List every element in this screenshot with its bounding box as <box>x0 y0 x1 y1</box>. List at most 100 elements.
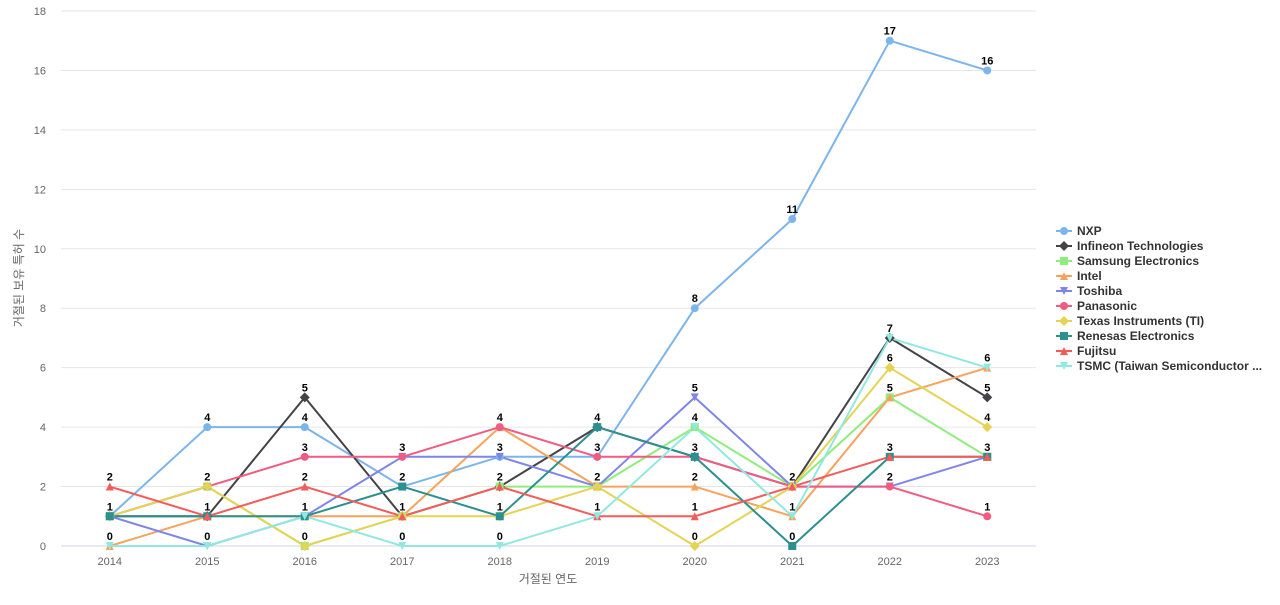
legend-item[interactable]: Fujitsu <box>1056 344 1116 358</box>
series-9-point <box>105 542 114 550</box>
series-7-point <box>788 542 797 550</box>
series-1-point <box>299 392 310 403</box>
data-label: 7 <box>887 323 893 335</box>
series-9-point <box>300 512 309 521</box>
series-6-point <box>202 481 213 492</box>
data-label: 1 <box>107 501 113 513</box>
series-7-point <box>398 482 407 491</box>
series-1-point <box>982 392 993 403</box>
data-label: 2 <box>887 472 893 484</box>
legend-item[interactable]: NXP <box>1056 224 1102 238</box>
series-8-point <box>690 512 699 521</box>
x-tick-label: 2022 <box>878 556 902 568</box>
y-tick-label: 10 <box>34 244 46 256</box>
legend-item[interactable]: Intel <box>1056 269 1102 283</box>
legend-marker-icon <box>1060 287 1068 295</box>
series-9-point <box>690 423 699 432</box>
series-5-point <box>495 423 504 432</box>
data-label: 0 <box>204 531 210 543</box>
data-label: 3 <box>399 442 405 454</box>
series-7-point <box>105 512 114 521</box>
data-label: 2 <box>692 472 698 484</box>
series-line-8 <box>108 455 989 518</box>
data-label: 1 <box>497 501 503 513</box>
data-label: 4 <box>497 412 504 424</box>
legend-marker-icon <box>1060 227 1068 235</box>
data-label: 0 <box>497 531 503 543</box>
x-tick-label: 2014 <box>98 556 122 568</box>
series-8-point <box>398 512 407 521</box>
data-label: 0 <box>302 531 308 543</box>
data-label: 1 <box>594 501 600 513</box>
series-9-point <box>495 542 504 550</box>
data-label: 1 <box>399 501 405 513</box>
data-label: 4 <box>204 412 211 424</box>
legend-marker-icon <box>1059 316 1069 326</box>
y-tick-label: 6 <box>40 363 46 375</box>
series-lines <box>108 39 989 547</box>
series-7-point <box>593 423 602 432</box>
data-label: 1 <box>984 501 990 513</box>
series-line-0 <box>108 39 989 518</box>
x-tick-label: 2018 <box>488 556 512 568</box>
series-9-point <box>203 542 212 550</box>
legend-item[interactable]: Renesas Electronics <box>1056 329 1195 343</box>
data-label: 0 <box>107 531 113 543</box>
data-label: 2 <box>497 472 503 484</box>
y-tick-label: 2 <box>40 482 46 494</box>
legend-item[interactable]: Infineon Technologies <box>1056 239 1204 253</box>
series-9-point <box>983 363 992 372</box>
data-label: 4 <box>984 412 991 424</box>
series-5-point <box>593 452 602 461</box>
data-label: 3 <box>497 442 503 454</box>
series-4-point <box>495 452 504 461</box>
data-label: 1 <box>302 501 308 513</box>
data-label: 6 <box>887 353 893 365</box>
legend-label: Toshiba <box>1077 284 1122 298</box>
data-label: 11 <box>786 204 798 216</box>
series-0-point <box>690 304 699 313</box>
legend-marker-icon <box>1060 332 1068 340</box>
y-axis-title: 거절된 보유 특허 수 <box>12 229 26 327</box>
series-3-point <box>885 393 894 402</box>
series-9-point <box>398 542 407 550</box>
series-7-point <box>495 512 504 521</box>
data-label: 2 <box>789 472 795 484</box>
data-label: 16 <box>981 55 993 67</box>
series-3-point <box>690 482 699 491</box>
data-label: 3 <box>302 442 308 454</box>
legend-item[interactable]: TSMC (Taiwan Semiconductor ... <box>1056 359 1262 373</box>
x-axis-ticks: 2014 2015 2016 2017 2018 2019 2020 2021 2022 2023 <box>98 556 1000 568</box>
series-5-point <box>885 482 894 491</box>
data-label: 2 <box>594 472 600 484</box>
legend-item[interactable]: Texas Instruments (TI) <box>1056 314 1204 328</box>
data-label: 0 <box>692 531 698 543</box>
data-label: 3 <box>887 442 893 454</box>
legend-label: Fujitsu <box>1077 344 1116 358</box>
series-6-point <box>299 541 310 551</box>
series-8-point <box>203 512 212 521</box>
legend-item[interactable]: Panasonic <box>1056 299 1137 313</box>
series-line-3 <box>108 366 989 547</box>
series-markers <box>104 36 993 551</box>
series-6-point <box>689 541 700 551</box>
series-line-5 <box>108 426 989 518</box>
x-tick-label: 2020 <box>683 556 707 568</box>
legend-item[interactable]: Samsung Electronics <box>1056 254 1199 268</box>
series-0-point <box>203 423 212 432</box>
legend-label: TSMC (Taiwan Semiconductor ... <box>1077 359 1262 373</box>
y-tick-label: 0 <box>40 541 46 553</box>
x-tick-label: 2015 <box>195 556 219 568</box>
y-tick-label: 4 <box>40 422 46 434</box>
y-tick-label: 18 <box>34 6 46 18</box>
series-8-point <box>788 482 797 491</box>
grid <box>61 10 1036 547</box>
legend-item[interactable]: Toshiba <box>1056 284 1122 298</box>
legend-label: Renesas Electronics <box>1077 329 1195 343</box>
data-label: 4 <box>692 412 699 424</box>
y-tick-label: 8 <box>40 303 46 315</box>
series-9-point <box>788 512 797 521</box>
x-tick-label: 2017 <box>390 556 414 568</box>
